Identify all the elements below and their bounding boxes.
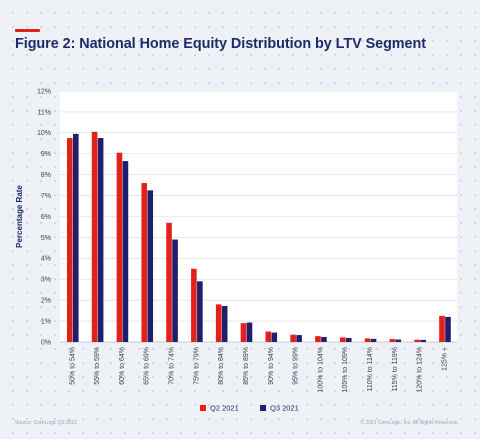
bar-q2 bbox=[265, 331, 272, 342]
legend: Q2 2021 Q3 2021 bbox=[200, 404, 299, 413]
x-tick-label: 115% to 119% bbox=[392, 347, 399, 392]
bar-q2 bbox=[389, 339, 396, 342]
x-tick-label: 85% to 89% bbox=[243, 347, 250, 385]
bar-q2 bbox=[215, 304, 222, 342]
bar-q3 bbox=[97, 138, 104, 342]
bar-q3 bbox=[345, 338, 352, 342]
bar-q2 bbox=[240, 323, 247, 342]
bar-q2 bbox=[439, 315, 445, 342]
y-axis-label: Percentage Rate bbox=[15, 185, 24, 248]
y-tick-label: 3% bbox=[41, 277, 51, 284]
bar-q2 bbox=[116, 152, 123, 342]
bar-q2 bbox=[191, 268, 197, 342]
title-accent-bar bbox=[15, 29, 40, 32]
x-tick-label: 95% to 99% bbox=[293, 347, 300, 385]
bar-q2 bbox=[339, 337, 346, 342]
legend-swatch-q2 bbox=[200, 405, 206, 411]
y-tick-label: 4% bbox=[41, 256, 51, 263]
x-axis-ticks: 50% to 54% 55% to 59% 60% to 64% 65% to 69%… bbox=[69, 347, 448, 393]
y-tick-label: 5% bbox=[41, 235, 51, 242]
legend-label-q2: Q2 2021 bbox=[210, 404, 239, 413]
x-tick-label: 120% to 124% bbox=[417, 347, 424, 393]
y-tick-label: 1% bbox=[41, 318, 51, 325]
y-tick-label: 2% bbox=[41, 298, 51, 305]
bar-q3 bbox=[370, 338, 377, 342]
bar-q3 bbox=[420, 339, 426, 342]
x-tick-label: 70% to 74% bbox=[169, 347, 176, 385]
copyright-note: © 2021 CoreLogic, Inc. All Rights Reserv… bbox=[360, 420, 458, 426]
bar-q2 bbox=[141, 183, 148, 342]
bar-q2 bbox=[91, 131, 98, 342]
bar-q3 bbox=[73, 133, 79, 342]
x-tick-label: 60% to 64% bbox=[119, 347, 126, 385]
bar-q2 bbox=[67, 138, 73, 342]
x-tick-label: 75% to 79% bbox=[193, 347, 200, 385]
y-axis-ticks: 0% 1% 2% 3% 4% 5% 6% 7% 8% 9% 10% 11% 12% bbox=[37, 88, 51, 346]
bar-q3 bbox=[321, 336, 327, 342]
x-tick-label: 125% + bbox=[441, 347, 448, 371]
y-tick-label: 9% bbox=[41, 151, 51, 158]
bar-q3 bbox=[246, 322, 253, 342]
bar-q3 bbox=[122, 161, 129, 342]
y-tick-label: 8% bbox=[41, 172, 51, 179]
x-tick-label: 90% to 94% bbox=[268, 347, 275, 385]
bar-q3 bbox=[271, 332, 278, 342]
bar-q2 bbox=[414, 339, 420, 342]
legend-swatch-q3 bbox=[260, 405, 266, 411]
bars bbox=[67, 131, 451, 342]
bar-q3 bbox=[395, 339, 402, 342]
legend-label-q3: Q3 2021 bbox=[270, 404, 299, 413]
y-tick-label: 0% bbox=[41, 339, 51, 346]
bar-q3 bbox=[445, 316, 451, 342]
bar-q3 bbox=[296, 335, 302, 342]
bar-q2 bbox=[290, 334, 296, 342]
source-note: Source: CoreLogic Q3 2021 bbox=[15, 420, 77, 426]
x-tick-label: 55% to 59% bbox=[94, 347, 101, 385]
x-tick-label: 100% to 104% bbox=[317, 347, 324, 393]
x-tick-label: 80% to 84% bbox=[218, 347, 225, 385]
bar-q3 bbox=[147, 190, 154, 342]
bar-q3 bbox=[172, 239, 178, 342]
chart-title: Figure 2: National Home Equity Distribut… bbox=[15, 36, 426, 52]
bar-q3 bbox=[221, 306, 228, 342]
bar-q2 bbox=[364, 338, 371, 342]
y-tick-label: 12% bbox=[37, 88, 51, 95]
bar-q2 bbox=[166, 222, 172, 342]
x-tick-label: 50% to 54% bbox=[69, 347, 76, 385]
y-tick-label: 11% bbox=[38, 109, 52, 116]
x-tick-label: 110% to 114% bbox=[367, 347, 374, 392]
y-tick-label: 7% bbox=[41, 193, 51, 200]
x-tick-label: 65% to 69% bbox=[144, 347, 151, 385]
x-tick-label: 105% to 109% bbox=[342, 347, 349, 393]
y-tick-label: 6% bbox=[41, 214, 51, 221]
y-tick-label: 10% bbox=[37, 130, 51, 137]
bar-q2 bbox=[315, 336, 321, 342]
bar-q3 bbox=[197, 281, 203, 342]
